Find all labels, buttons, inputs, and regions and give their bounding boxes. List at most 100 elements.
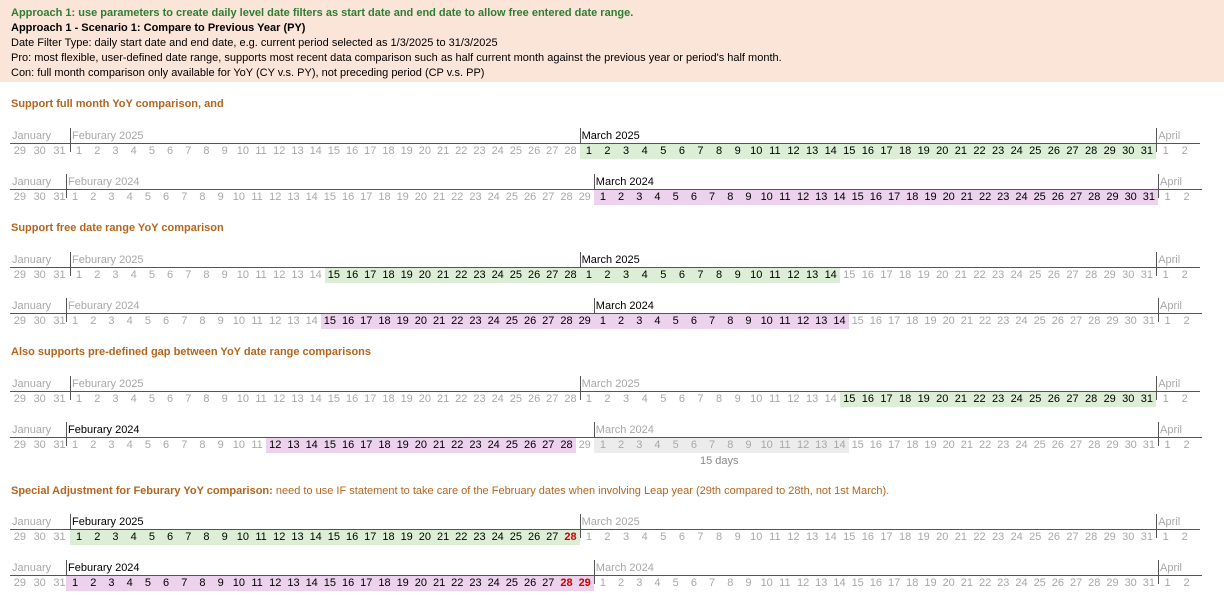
month-label-apr: April [1158, 130, 1181, 142]
day-cell: 7 [697, 531, 704, 543]
day-cell: 13 [284, 438, 303, 453]
day-cell: 8 [203, 393, 210, 405]
day-cell: 16 [861, 531, 875, 543]
day-cell: 23 [469, 191, 482, 203]
row-baseline [10, 529, 1201, 530]
day-cell: 2 [598, 144, 617, 159]
day-cell: 1 [1162, 145, 1169, 157]
day-cell: 10 [747, 268, 766, 283]
gap-note: 15 days [700, 455, 739, 467]
day-cell: 14 [821, 268, 840, 283]
day-cell: 31 [53, 393, 66, 405]
day-cell: 13 [812, 190, 831, 205]
month-divider [1156, 376, 1158, 400]
month-divider [66, 298, 67, 322]
day-cell: 19 [397, 268, 416, 283]
day-cell: 27 [542, 191, 555, 203]
day-cell: 1 [585, 531, 592, 543]
day-cell: 21 [960, 439, 974, 451]
day-cell: 20 [411, 576, 430, 591]
day-cell: 18 [382, 393, 395, 405]
day-cell: 16 [343, 530, 362, 545]
day-cell: 13 [812, 438, 831, 453]
day-cell: 28 [557, 314, 576, 329]
month-label-mar: March 2024 [595, 424, 654, 436]
day-cell: 14 [824, 393, 837, 405]
month-label-mar: March 2024 [595, 176, 654, 188]
day-cell: 24 [1007, 392, 1026, 407]
day-cell: 17 [357, 314, 376, 329]
day-cell: 1 [72, 439, 79, 451]
header-line-approach: Approach 1: use parameters to create dai… [11, 7, 634, 19]
day-cell: 15 [327, 145, 341, 157]
day-cell: 13 [805, 531, 819, 543]
day-cell: 29 [1106, 315, 1119, 327]
day-cell: 25 [1029, 531, 1042, 543]
month-label-feb: Feburary 2025 [72, 516, 144, 528]
day-cell: 23 [466, 576, 485, 591]
month-label-feb: Feburary 2024 [68, 176, 140, 188]
month-label-jan: January [12, 254, 52, 266]
day-cell: 18 [379, 268, 398, 283]
day-cell: 10 [233, 530, 252, 545]
day-cell: 15 [851, 315, 864, 327]
day-cell: 7 [179, 530, 198, 545]
day-cell: 16 [858, 144, 878, 159]
day-cell: 23 [997, 439, 1010, 451]
day-cell: 25 [509, 393, 523, 405]
day-cell: 20 [942, 577, 955, 589]
day-cell: 31 [1140, 531, 1154, 543]
row-baseline [10, 437, 1202, 438]
day-cell: 28 [1084, 269, 1098, 281]
day-cell: 23 [991, 531, 1005, 543]
day-cell: 26 [525, 268, 544, 283]
day-cell: 9 [739, 190, 758, 205]
month-label-apr: April [1160, 424, 1183, 436]
day-cell: 22 [976, 190, 995, 205]
day-cell: 15 [323, 191, 337, 203]
day-cell: 1 [585, 393, 592, 405]
day-cell: 1 [76, 393, 83, 405]
day-cell: 11 [251, 191, 263, 203]
month-divider [593, 298, 595, 322]
day-cell: 12 [269, 315, 282, 327]
day-cell: 15 [327, 393, 341, 405]
day-cell: 28 [560, 191, 573, 203]
day-cell: 23 [470, 530, 489, 545]
month-label-mar: March 2025 [581, 516, 640, 528]
day-cell: 28 [1081, 144, 1101, 159]
day-cell: 3 [630, 314, 649, 329]
day-cell: 22 [970, 144, 989, 159]
day-cell: 9 [211, 576, 230, 591]
day-cell: 10 [229, 576, 248, 591]
day-cell: 15 [843, 269, 856, 281]
day-cell: 11 [775, 438, 794, 453]
day-cell: 9 [221, 269, 228, 281]
day-cell: 6 [157, 576, 176, 591]
day-cell: 7 [691, 144, 710, 159]
day-cell: 31 [53, 269, 66, 281]
day-cell: 22 [452, 268, 471, 283]
day-cell: 29 [1103, 269, 1116, 281]
day-cell: 1 [1162, 531, 1169, 543]
day-cell: 28 [1084, 531, 1098, 543]
day-cell: 12 [273, 393, 286, 405]
day-cell: 6 [161, 530, 180, 545]
day-cell: 19 [393, 314, 412, 329]
day-cell: 1 [593, 314, 612, 329]
day-cell: 24 [488, 530, 507, 545]
day-cell: 18 [906, 439, 919, 451]
day-cell: 7 [175, 576, 194, 591]
day-cell: 29 [575, 314, 594, 329]
day-cell: 5 [142, 530, 161, 545]
day-cell: 13 [805, 393, 819, 405]
day-cell: 2 [1183, 439, 1190, 451]
day-cell: 6 [684, 190, 703, 205]
day-cell: 24 [1015, 315, 1028, 327]
month-label-jan: January [12, 516, 52, 528]
day-cell: 8 [721, 438, 740, 453]
day-cell: 18 [375, 314, 394, 329]
day-cell: 31 [53, 145, 66, 157]
day-cell: 13 [291, 269, 304, 281]
day-cell: 19 [914, 392, 933, 407]
